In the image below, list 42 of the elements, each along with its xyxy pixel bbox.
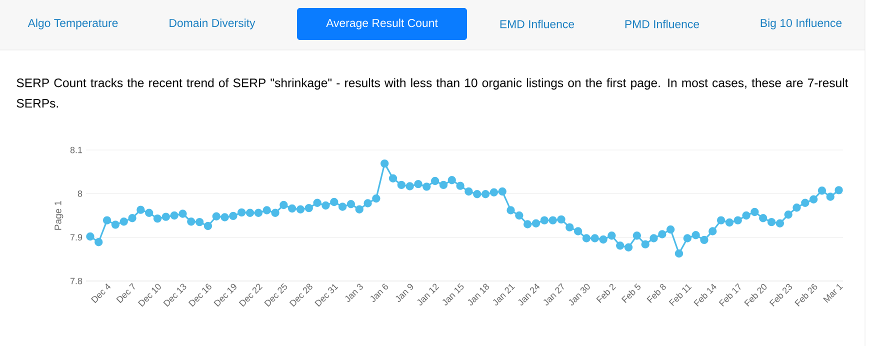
y-tick-label: 8 [78,190,82,197]
x-tick-label: Feb 14 [694,284,716,307]
x-tick-label: Jan 24 [518,284,540,306]
x-tick-label: Dec 13 [163,284,186,307]
x-tick-label: Feb 2 [596,284,616,303]
y-tick-label: 7.8 [70,278,82,284]
x-tick-label: Feb 23 [769,284,792,307]
x-tick-label: Dec 16 [188,284,212,307]
x-tick-label: Mar 1 [823,284,843,303]
x-tick-label: Dec 10 [138,284,161,307]
chart-title: SERP Count tracks the recent trend of SERP "shrinkage" - results with less than 10 organic listings on the first page. In most cases, these are 7-result SERPs. [16,78,848,108]
text: Algo Temperature [28,18,118,30]
x-tick-label: Dec 19 [214,284,236,307]
x-tick-label: Jan 30 [568,284,590,306]
text: EMD Influence [500,20,574,28]
x-tick-label: Jan 15 [442,283,464,306]
x-tick-label: Feb 17 [718,283,741,307]
x-tick-label: Dec 31 [314,284,338,307]
x-tick-label: Dec 22 [238,284,263,307]
text: Big 10 Influence [760,18,842,30]
text: Average Result Count [326,18,438,30]
x-tick-label: Jan 12 [417,284,440,306]
x-tick-label: Jan 9 [396,284,414,302]
x-tick-label: Jan 3 [345,284,363,302]
x-tick-label: Dec 7 [116,283,135,304]
x-tick-label: Jan 21 [493,284,515,306]
y-axis-title: Page 1 [54,200,64,230]
x-tick-label: Dec 28 [289,284,312,307]
y-tick-label: 8.1 [70,146,82,154]
text: Domain Diversity [170,18,256,30]
x-tick-label: Feb 26 [794,284,818,307]
x-tick-label: Jan 18 [468,284,490,306]
x-tick-label: Feb 8 [646,284,666,303]
y-tick-label: 7.9 [70,234,82,241]
text: PMD Influence [625,20,700,28]
x-tick-label: Jan 6 [370,284,388,302]
x-tick-label: Feb 11 [668,284,692,306]
x-tick-label: Dec 25 [264,283,288,307]
x-tick-label: Dec 4 [90,284,111,304]
x-tick-label: Feb 20 [744,284,767,307]
x-tick-label: Feb 5 [621,283,641,303]
x-tick-label: Jan 27 [544,283,564,306]
